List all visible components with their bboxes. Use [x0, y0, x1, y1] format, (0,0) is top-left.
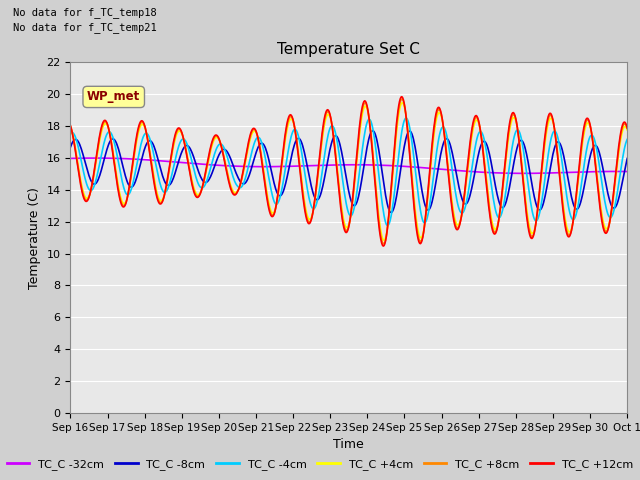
Legend: TC_C -32cm, TC_C -8cm, TC_C -4cm, TC_C +4cm, TC_C +8cm, TC_C +12cm: TC_C -32cm, TC_C -8cm, TC_C -4cm, TC_C +… [3, 455, 637, 474]
X-axis label: Time: Time [333, 438, 364, 451]
Text: No data for f_TC_temp18: No data for f_TC_temp18 [13, 7, 157, 18]
Y-axis label: Temperature (C): Temperature (C) [28, 187, 41, 288]
Text: No data for f_TC_temp21: No data for f_TC_temp21 [13, 22, 157, 33]
Text: WP_met: WP_met [87, 90, 140, 103]
Title: Temperature Set C: Temperature Set C [277, 42, 420, 57]
